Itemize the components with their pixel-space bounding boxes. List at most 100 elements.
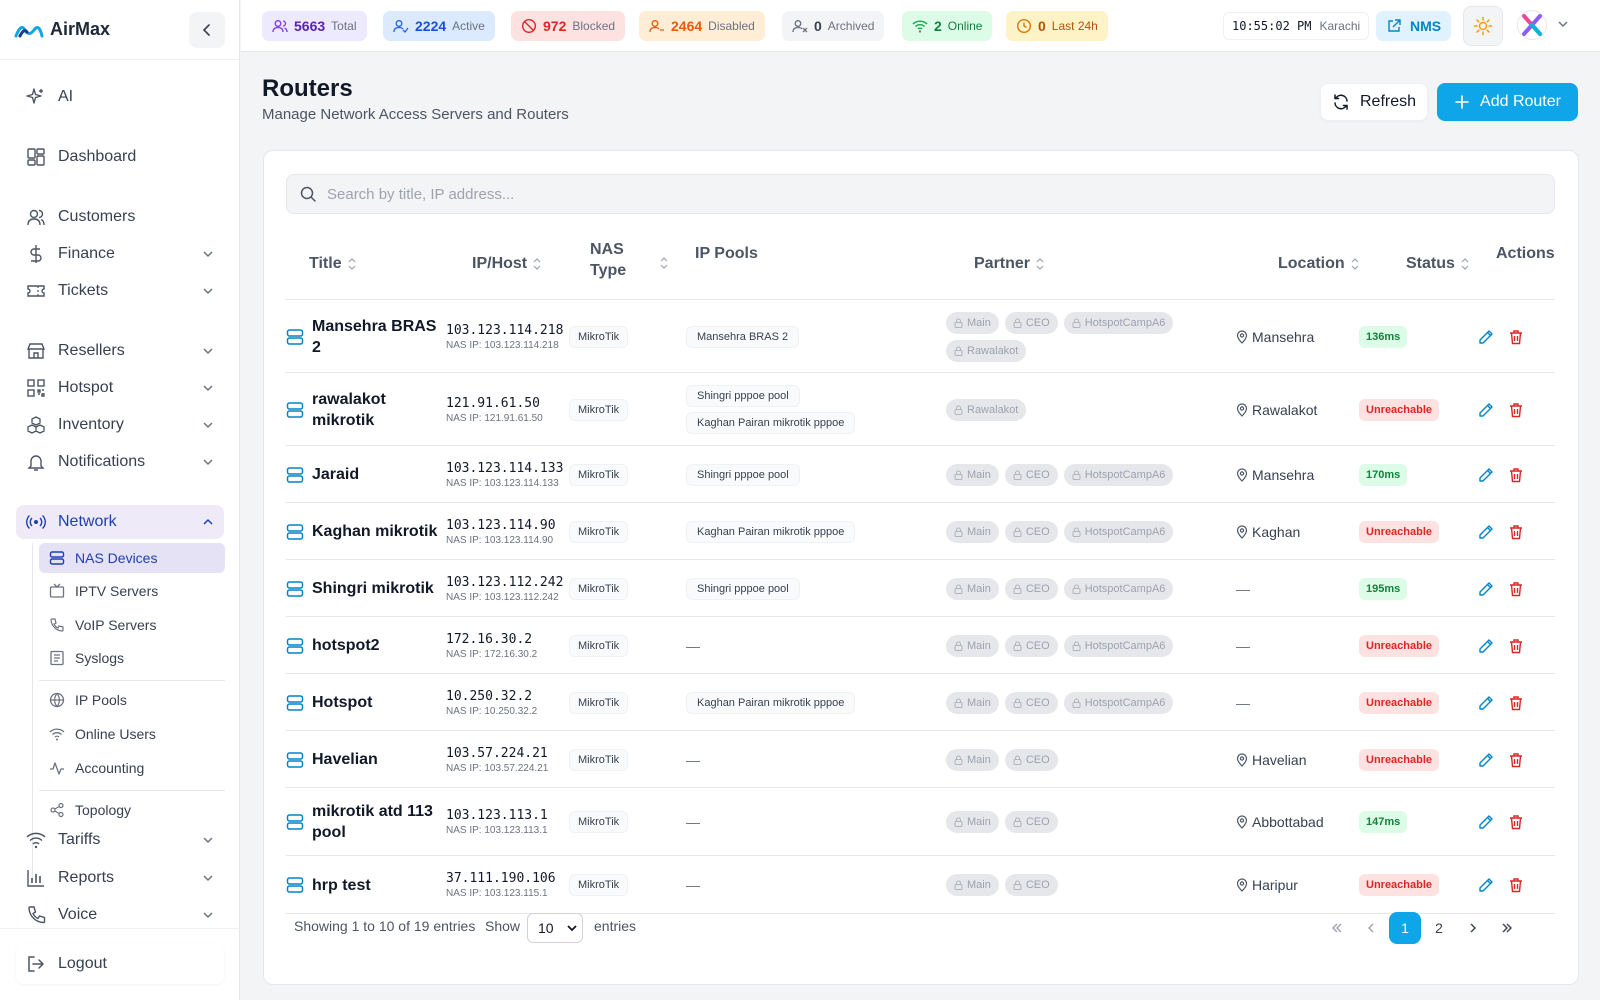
add-router-button[interactable]: Add Router	[1437, 83, 1578, 121]
collapse-sidebar-button[interactable]	[189, 11, 225, 48]
router-title-cell[interactable]: rawalakot mikrotik	[286, 373, 446, 446]
search-input[interactable]	[327, 185, 1527, 203]
delete-button[interactable]	[1508, 752, 1524, 768]
chevron-down-icon[interactable]	[1557, 18, 1569, 30]
sidebar-item-ip-pools[interactable]: IP Pools	[39, 685, 225, 715]
theme-toggle-button[interactable]	[1463, 6, 1503, 46]
edit-button[interactable]	[1478, 467, 1494, 483]
table-row[interactable]: Jaraid 103.123.114.133 NAS IP: 103.123.114…	[286, 446, 1555, 503]
next-page-button[interactable]	[1457, 912, 1489, 944]
sidebar-item-reports[interactable]: Reports	[16, 861, 224, 895]
refresh-button[interactable]: Refresh	[1320, 83, 1428, 121]
table-row[interactable]: Shingri mikrotik 103.123.112.242 NAS IP: 1…	[286, 560, 1555, 617]
sidebar-item-ai[interactable]: AI	[16, 80, 224, 114]
table-row[interactable]: Havelian 103.57.224.21 NAS IP: 103.57.224.…	[286, 731, 1555, 788]
stat-blocked[interactable]: 972 Blocked	[511, 11, 626, 41]
router-title[interactable]: Hotspot	[312, 694, 373, 711]
logout-button[interactable]: Logout	[16, 944, 224, 984]
table-row[interactable]: rawalakot mikrotik 121.91.61.50 NAS IP: 12…	[286, 373, 1555, 446]
router-title[interactable]: Shingri mikrotik	[312, 580, 434, 597]
router-title-cell[interactable]: mikrotik atd 113 pool	[286, 788, 446, 856]
sidebar-item-voip-servers[interactable]: VoIP Servers	[39, 610, 225, 640]
delete-button[interactable]	[1508, 402, 1524, 418]
router-title[interactable]: Kaghan mikrotik	[312, 523, 438, 540]
page-button-2[interactable]: 2	[1435, 920, 1443, 936]
first-page-button[interactable]	[1321, 912, 1353, 944]
sidebar-item-tickets[interactable]: Tickets	[16, 274, 224, 308]
search-box[interactable]	[286, 174, 1555, 214]
router-title-cell[interactable]: hrp test	[286, 856, 446, 914]
table-row[interactable]: Hotspot 10.250.32.2 NAS IP: 10.250.32.2 Mik…	[286, 674, 1555, 731]
table-row[interactable]: mikrotik atd 113 pool 103.123.113.1 NAS IP…	[286, 788, 1555, 856]
stat-disabled[interactable]: 2464 Disabled	[639, 11, 765, 41]
column-header-status[interactable]: Status	[1406, 255, 1469, 273]
sidebar-item-finance[interactable]: Finance	[16, 237, 224, 271]
edit-button[interactable]	[1478, 695, 1494, 711]
edit-button[interactable]	[1478, 877, 1494, 893]
sidebar-item-iptv-servers[interactable]: IPTV Servers	[39, 576, 225, 606]
table-row[interactable]: hotspot2 172.16.30.2 NAS IP: 172.16.30.2 Mi…	[286, 617, 1555, 674]
edit-button[interactable]	[1478, 329, 1494, 345]
sidebar-item-topology[interactable]: Topology	[39, 795, 225, 825]
router-title-cell[interactable]: Mansehra BRAS 2	[286, 300, 446, 373]
sidebar-item-tariffs[interactable]: Tariffs	[16, 823, 224, 857]
sidebar-item-dashboard[interactable]: Dashboard	[16, 140, 224, 174]
table-row[interactable]: hrp test 37.111.190.106 NAS IP: 103.123.11…	[286, 856, 1555, 914]
stat-last-24h[interactable]: 0 Last 24h	[1006, 11, 1108, 41]
router-title-cell[interactable]: Kaghan mikrotik	[286, 503, 446, 560]
sidebar-item-hotspot[interactable]: Hotspot	[16, 371, 224, 405]
router-title-cell[interactable]: Havelian	[286, 731, 446, 788]
edit-button[interactable]	[1478, 814, 1494, 830]
sidebar-item-syslogs[interactable]: Syslogs	[39, 643, 225, 673]
edit-button[interactable]	[1478, 402, 1494, 418]
table-row[interactable]: Kaghan mikrotik 103.123.114.90 NAS IP: 103…	[286, 503, 1555, 560]
sort-icon[interactable]	[660, 257, 668, 269]
column-header-location[interactable]: Location	[1278, 255, 1359, 273]
edit-button[interactable]	[1478, 581, 1494, 597]
router-title-cell[interactable]: Jaraid	[286, 446, 446, 503]
sidebar-item-inventory[interactable]: Inventory	[16, 408, 224, 442]
stat-archived[interactable]: 0 Archived	[782, 11, 885, 41]
sidebar-item-notifications[interactable]: Notifications	[16, 445, 224, 479]
edit-button[interactable]	[1478, 524, 1494, 540]
router-title[interactable]: mikrotik atd 113 pool	[312, 803, 433, 841]
nms-link[interactable]: NMS	[1376, 11, 1452, 41]
column-header-ip[interactable]: IP/Host	[472, 255, 541, 273]
delete-button[interactable]	[1508, 877, 1524, 893]
edit-button[interactable]	[1478, 752, 1494, 768]
router-title[interactable]: hotspot2	[312, 637, 380, 654]
sidebar-item-accounting[interactable]: Accounting	[39, 753, 225, 783]
delete-button[interactable]	[1508, 695, 1524, 711]
router-title[interactable]: rawalakot mikrotik	[312, 390, 386, 429]
prev-page-button[interactable]	[1355, 912, 1387, 944]
delete-button[interactable]	[1508, 467, 1524, 483]
delete-button[interactable]	[1508, 524, 1524, 540]
app-logo[interactable]: AirMax	[14, 19, 110, 40]
router-title-cell[interactable]: Shingri mikrotik	[286, 560, 446, 617]
router-title[interactable]: Havelian	[312, 751, 378, 768]
delete-button[interactable]	[1508, 581, 1524, 597]
column-header-nas-type[interactable]: NAS Type	[590, 241, 626, 280]
last-page-button[interactable]	[1491, 912, 1523, 944]
column-header-title[interactable]: Title	[309, 255, 356, 273]
router-title[interactable]: Jaraid	[312, 466, 360, 483]
stat-online[interactable]: 2 Online	[902, 11, 993, 41]
delete-button[interactable]	[1508, 814, 1524, 830]
stat-total[interactable]: 5663 Total	[262, 11, 367, 41]
sidebar-item-nas-devices[interactable]: NAS Devices	[39, 543, 225, 573]
router-title[interactable]: Mansehra BRAS 2	[312, 317, 437, 356]
stat-active[interactable]: 2224 Active	[383, 11, 495, 41]
sidebar-item-customers[interactable]: Customers	[16, 200, 224, 234]
router-title-cell[interactable]: Hotspot	[286, 674, 446, 731]
avatar[interactable]	[1517, 10, 1547, 40]
page-size-select[interactable]: 10	[527, 913, 583, 943]
sidebar-item-online-users[interactable]: Online Users	[39, 719, 225, 749]
table-row[interactable]: Mansehra BRAS 2 103.123.114.218 NAS IP: 10…	[286, 300, 1555, 373]
page-button-1[interactable]: 1	[1389, 912, 1421, 944]
edit-button[interactable]	[1478, 638, 1494, 654]
sidebar-item-resellers[interactable]: Resellers	[16, 334, 224, 368]
router-title-cell[interactable]: hotspot2	[286, 617, 446, 674]
column-header-partner[interactable]: Partner	[974, 255, 1044, 273]
delete-button[interactable]	[1508, 638, 1524, 654]
delete-button[interactable]	[1508, 329, 1524, 345]
